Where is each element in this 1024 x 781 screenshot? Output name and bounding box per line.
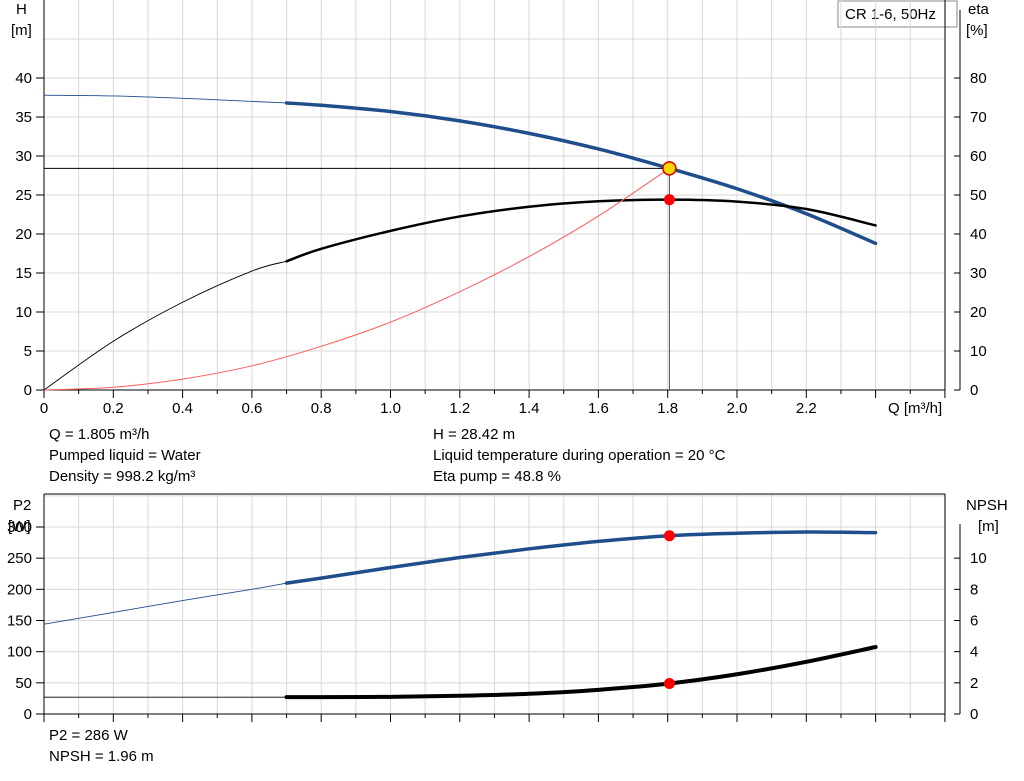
curve-0-1-thin [43,260,287,391]
curve-0-1 [285,198,877,263]
top-left-axis-title: H [16,1,27,18]
top-right-axis-title: eta [968,1,990,18]
right-tick-label: 4 [970,644,978,661]
left-tick-label: 50 [15,675,32,692]
curve-0-0 [284,101,878,246]
left-tick-label: 5 [24,343,32,360]
x-tick-label: 1.4 [519,400,540,417]
right-tick-label: 40 [970,226,987,243]
right-tick-label: 60 [970,148,987,165]
p2-operating-point [663,530,675,542]
x-tick-label: 0.2 [103,400,124,417]
left-tick-label: 40 [15,70,32,87]
info-h: H = 28.42 m [433,426,515,443]
left-tick-label: 250 [7,550,32,567]
curve-0-0-thin [43,94,287,104]
right-tick-label: 0 [970,382,978,399]
top-left-axis-unit: [m] [11,22,32,39]
x-tick-label: 0.6 [241,400,262,417]
x-tick-label: 0.4 [172,400,193,417]
x-tick-label: 2.0 [727,400,748,417]
left-tick-label: 0 [24,706,32,723]
info-temp: Liquid temperature during operation = 20… [433,447,726,464]
bottom-right-axis-title: NPSH [966,497,1008,514]
right-tick-label: 6 [970,613,978,630]
right-tick-label: 70 [970,109,987,126]
top-panel: 0 5 10 15 20 25 30 35 40 0 10 20 30 40 50 60 70 80 0 0.2 0.4… [15,0,987,417]
right-tick-label: 0 [970,706,978,723]
x-tick-label: 1.2 [449,400,470,417]
legend-box: CR 1-6, 50Hz [837,0,958,28]
bottom-panel: 0 50 100 150 200 250 300 0 2 4 6 8 10 [7,493,987,723]
x-tick-label: 2.2 [796,400,817,417]
left-tick-label: 35 [15,109,32,126]
info-liquid: Pumped liquid = Water [49,447,201,464]
right-tick-label: 20 [970,304,987,321]
info-eta: Eta pump = 48.8 % [433,468,561,485]
info-density: Density = 998.2 kg/m³ [49,468,195,485]
left-tick-label: 15 [15,265,32,282]
x-tick-label: 0 [40,400,48,417]
left-tick-label: 10 [15,304,32,321]
info-p2: P2 = 286 W [49,727,129,744]
right-tick-label: 80 [970,70,987,87]
right-tick-label: 50 [970,187,987,204]
left-tick-label: 0 [24,382,32,399]
info-q: Q = 1.805 m³/h [49,426,149,443]
legend-text: CR 1-6, 50Hz [845,6,936,23]
curve-0-2 [43,167,670,391]
left-tick-label: 20 [15,226,32,243]
eta-operating-point [663,194,675,206]
bottom-left-axis-title: P2 [13,497,31,514]
curve-1-0 [284,530,878,585]
x-tick-label: 0.8 [311,400,332,417]
left-tick-label: 100 [7,644,32,661]
x-tick-label: 1.0 [380,400,401,417]
right-tick-label: 30 [970,265,987,282]
curve-1-1 [284,644,878,700]
x-tick-label: 1.6 [588,400,609,417]
right-tick-label: 8 [970,581,978,598]
npsh-operating-point [663,677,675,689]
x-tick-label: 1.8 [657,400,678,417]
left-tick-label: 300 [7,519,32,536]
top-right-axis-unit: [%] [966,22,988,39]
left-tick-label: 200 [7,581,32,598]
left-tick-label: 150 [7,613,32,630]
curve-1-0-thin [43,582,287,625]
head-operating-point [662,161,677,176]
bottom-right-axis-unit: [m] [978,518,999,535]
info-npsh: NPSH = 1.96 m [49,748,154,765]
right-tick-label: 10 [970,550,987,567]
bottom-left-axis-unit: [W] [8,518,31,535]
right-tick-label: 10 [970,343,987,360]
right-tick-label: 2 [970,675,978,692]
left-tick-label: 25 [15,187,32,204]
x-axis-label: Q [m³/h] [888,400,942,417]
left-tick-label: 30 [15,148,32,165]
